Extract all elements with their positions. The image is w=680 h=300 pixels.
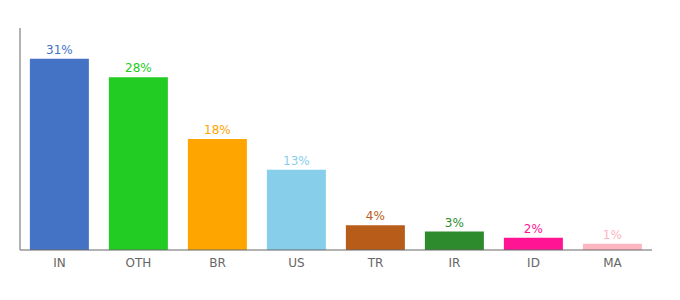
svg-text:1%: 1% bbox=[603, 228, 622, 242]
svg-text:18%: 18% bbox=[204, 123, 231, 137]
svg-text:28%: 28% bbox=[125, 61, 152, 75]
svg-text:31%: 31% bbox=[46, 43, 73, 57]
svg-text:13%: 13% bbox=[283, 154, 310, 168]
svg-text:TR: TR bbox=[367, 256, 384, 270]
svg-text:ID: ID bbox=[527, 256, 540, 270]
svg-text:3%: 3% bbox=[445, 216, 464, 230]
svg-text:2%: 2% bbox=[524, 222, 543, 236]
svg-text:BR: BR bbox=[209, 256, 226, 270]
svg-text:US: US bbox=[288, 256, 304, 270]
svg-text:IR: IR bbox=[449, 256, 461, 270]
svg-text:OTH: OTH bbox=[126, 256, 152, 270]
svg-text:MA: MA bbox=[603, 256, 622, 270]
svg-text:4%: 4% bbox=[366, 209, 385, 223]
svg-text:IN: IN bbox=[53, 256, 66, 270]
